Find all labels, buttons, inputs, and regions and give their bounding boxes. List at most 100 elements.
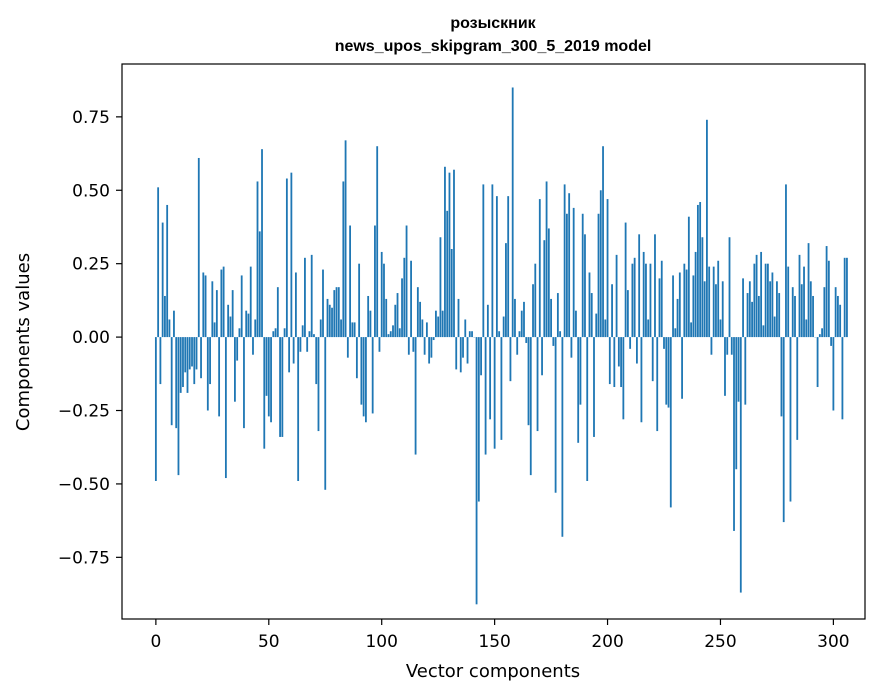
bar <box>457 298 460 338</box>
bar <box>803 266 805 338</box>
bar <box>511 87 514 338</box>
bar <box>507 196 510 338</box>
bar <box>769 281 772 338</box>
bar <box>753 263 756 338</box>
bar <box>588 272 591 338</box>
bar <box>414 337 417 455</box>
bar <box>744 337 747 405</box>
bar <box>748 281 751 338</box>
bar <box>502 316 505 338</box>
bar <box>692 275 695 338</box>
bar <box>532 284 534 338</box>
bar <box>450 249 453 338</box>
bar <box>218 337 221 417</box>
bar <box>550 298 552 338</box>
bar <box>547 228 550 338</box>
bar <box>500 337 503 440</box>
bar <box>317 337 320 432</box>
bar <box>651 337 654 382</box>
bar <box>173 310 175 338</box>
bar <box>832 337 835 411</box>
bar <box>613 337 616 388</box>
bar <box>798 254 801 338</box>
bar <box>726 337 729 355</box>
bar <box>541 337 543 376</box>
bar <box>846 257 848 338</box>
bar <box>495 196 498 338</box>
bar <box>243 337 245 429</box>
bar <box>586 337 589 481</box>
bar <box>520 310 523 338</box>
bar <box>229 316 232 338</box>
bar <box>315 337 318 385</box>
bar <box>245 310 248 338</box>
bar <box>462 337 464 358</box>
bar <box>161 222 164 338</box>
bar <box>701 237 704 338</box>
bar <box>263 337 266 449</box>
bar <box>787 266 790 338</box>
bar <box>179 337 182 393</box>
y-tick-label: −0.25 <box>58 402 110 422</box>
x-axis-label: Vector components <box>406 661 580 682</box>
bar <box>261 149 263 338</box>
bar <box>238 328 241 338</box>
bar <box>809 281 812 338</box>
bar <box>193 337 196 385</box>
bar <box>647 319 650 338</box>
bar <box>672 275 674 338</box>
bar <box>326 298 329 338</box>
bar <box>516 337 519 355</box>
bar <box>776 281 778 338</box>
x-tick-label: 100 <box>365 632 397 652</box>
bar <box>410 260 412 338</box>
bar <box>699 202 702 338</box>
bar <box>186 337 189 393</box>
bar <box>514 298 516 338</box>
bar <box>821 328 823 338</box>
bar <box>170 337 173 426</box>
bar <box>392 325 394 338</box>
bar <box>762 325 765 338</box>
bar <box>324 337 327 490</box>
bar <box>794 295 796 338</box>
bar <box>717 260 720 338</box>
bar <box>559 331 562 338</box>
bar <box>629 337 632 349</box>
bar <box>344 140 347 338</box>
bar <box>631 263 634 338</box>
bar <box>812 295 814 338</box>
bar <box>191 337 193 367</box>
bar <box>319 319 322 338</box>
bar <box>724 337 726 396</box>
bar <box>369 310 372 338</box>
bar <box>389 331 392 338</box>
bar <box>590 293 593 338</box>
y-tick-label: 0.25 <box>72 255 110 275</box>
bar <box>484 337 487 455</box>
bar <box>766 263 769 338</box>
bar <box>387 334 390 338</box>
x-tick-label: 250 <box>704 632 736 652</box>
bar <box>204 275 207 338</box>
bar <box>575 310 577 338</box>
bar <box>407 337 410 355</box>
bar <box>570 337 573 358</box>
chart-title-line2: news_upos_skipgram_300_5_2019 model <box>335 38 652 55</box>
bar <box>346 337 349 358</box>
bar <box>184 337 187 373</box>
bar <box>593 337 595 437</box>
bar <box>791 287 794 338</box>
bar <box>525 337 528 343</box>
bar <box>789 337 792 502</box>
bar <box>466 337 469 364</box>
bar <box>816 337 819 388</box>
bar <box>353 322 356 338</box>
bar <box>579 337 582 405</box>
bar <box>157 187 160 338</box>
bar <box>270 337 272 423</box>
bar <box>706 119 708 338</box>
y-tick-label: 0.75 <box>72 108 110 128</box>
bar <box>565 213 568 338</box>
bar <box>455 337 458 370</box>
